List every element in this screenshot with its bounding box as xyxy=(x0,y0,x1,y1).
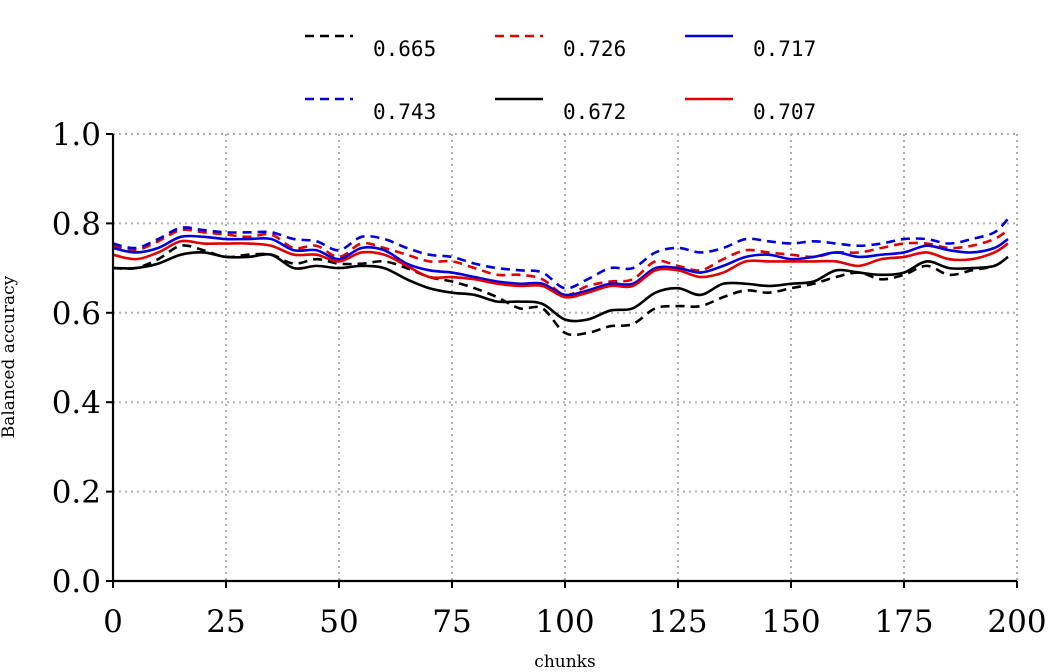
series-line-0.672 xyxy=(112,251,1009,323)
series-line-0.726 xyxy=(112,228,1009,297)
legend-label: 0.665 xyxy=(373,37,436,61)
x-tick-label: 0 xyxy=(103,604,123,640)
series-lines xyxy=(112,218,1009,337)
legend-entry: 0.717 xyxy=(685,34,816,61)
y-axis-ticks: 0.0 0.2 0.4 0.6 0.8 1.0 xyxy=(52,117,113,600)
x-tick-label: 50 xyxy=(319,604,358,640)
x-tick-label: 150 xyxy=(761,604,820,640)
y-tick-label: 0.6 xyxy=(52,296,101,332)
x-tick-label: 175 xyxy=(874,604,933,640)
legend: 0.665 0.726 0.717 0.743 0.672 0.707 xyxy=(305,34,816,124)
y-tick-label: 0.0 xyxy=(52,564,101,600)
x-tick-label: 75 xyxy=(432,604,471,640)
grid xyxy=(113,133,1018,581)
y-tick-label: 0.4 xyxy=(52,385,101,421)
series-line-0.665 xyxy=(112,244,1009,337)
legend-label: 0.717 xyxy=(753,37,816,61)
y-tick-label: 1.0 xyxy=(52,117,101,153)
legend-entry: 0.726 xyxy=(495,34,626,61)
x-tick-label: 25 xyxy=(206,604,245,640)
x-tick-label: 200 xyxy=(987,604,1046,640)
x-tick-label: 100 xyxy=(535,604,594,640)
x-tick-label: 125 xyxy=(648,604,707,640)
legend-label: 0.726 xyxy=(563,37,626,61)
legend-entry: 0.743 xyxy=(305,97,436,124)
legend-entry: 0.672 xyxy=(495,97,626,124)
x-axis-ticks: 0 25 50 75 100 125 150 175 200 xyxy=(103,581,1047,640)
legend-entry: 0.665 xyxy=(305,34,436,61)
y-tick-label: 0.2 xyxy=(52,475,101,511)
legend-entry: 0.707 xyxy=(685,97,816,124)
series-line-0.707 xyxy=(112,239,1009,299)
series-line-0.717 xyxy=(112,234,1009,297)
series-line-0.743 xyxy=(112,218,1009,290)
legend-label: 0.672 xyxy=(563,100,626,124)
x-axis-label: chunks xyxy=(534,652,595,672)
y-tick-label: 0.8 xyxy=(52,206,101,242)
y-axis-label: Balanced accuracy xyxy=(0,275,19,438)
legend-label: 0.707 xyxy=(753,100,816,124)
legend-label: 0.743 xyxy=(373,100,436,124)
